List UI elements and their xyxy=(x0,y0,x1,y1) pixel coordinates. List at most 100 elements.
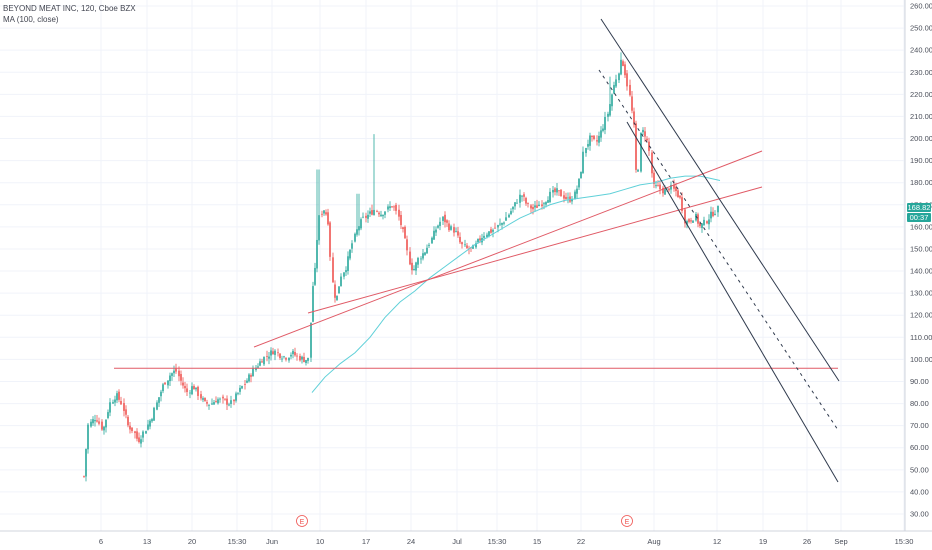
candle-body xyxy=(257,366,259,368)
candle-body xyxy=(389,206,391,209)
candle-body xyxy=(567,197,569,199)
candle-body xyxy=(523,194,525,197)
earnings-marker-circle[interactable] xyxy=(621,515,633,527)
candle-body xyxy=(230,400,232,404)
countdown-box xyxy=(907,213,931,222)
candle-body xyxy=(409,251,411,265)
time-tick-label: 15:30 xyxy=(228,537,247,546)
candle-body xyxy=(213,402,215,405)
candle-body xyxy=(457,231,459,236)
candle-body xyxy=(596,140,598,142)
candle-body xyxy=(105,419,107,428)
candle-body xyxy=(695,213,697,221)
candle-body xyxy=(525,197,527,204)
candle-body xyxy=(290,354,292,357)
candle-body xyxy=(552,189,554,193)
candle-body xyxy=(252,368,254,377)
candle-body xyxy=(600,130,602,138)
symbol-title[interactable]: BEYOND MEAT INC, 120, Cboe BZX xyxy=(3,4,136,13)
channel-median-line[interactable] xyxy=(598,69,839,431)
candle-body xyxy=(395,204,397,211)
candle-body xyxy=(189,392,191,394)
candle-body xyxy=(323,210,325,214)
candle-body xyxy=(479,238,481,241)
candle-body xyxy=(534,205,536,208)
candle-body xyxy=(321,213,323,215)
candle-body xyxy=(169,375,171,382)
candle-body xyxy=(646,138,648,141)
candle-body xyxy=(94,420,96,422)
price-tick-label: 90.00 xyxy=(910,377,929,386)
last-price-value: 168.82 xyxy=(908,203,931,212)
indicator-title[interactable]: MA (100, close) xyxy=(3,15,59,24)
moving-average-layer xyxy=(311,175,721,393)
candle-body xyxy=(677,190,679,198)
upper-rising-trendline[interactable] xyxy=(253,150,763,348)
candle-body xyxy=(145,431,147,434)
candle-body xyxy=(345,270,347,273)
candle-body xyxy=(464,244,466,246)
time-tick-label: 15:30 xyxy=(488,537,507,546)
candle-body xyxy=(263,356,265,365)
candle-body xyxy=(505,217,507,221)
candle-body xyxy=(246,380,248,383)
candle-body xyxy=(358,226,360,231)
candle-body xyxy=(519,194,521,203)
time-tick-label: 6 xyxy=(99,537,103,546)
candle-body xyxy=(455,231,457,233)
candle-body xyxy=(697,214,699,224)
candle-body xyxy=(615,79,617,87)
candle-body xyxy=(340,276,342,287)
candle-body xyxy=(138,437,140,443)
candle-body xyxy=(512,206,514,210)
candle-body xyxy=(420,258,422,260)
candle-body xyxy=(208,404,210,406)
candle-body xyxy=(664,189,666,195)
time-axis[interactable]: 6 13 20 15:30 Jun 10 17 24 Jul 15:30 15 22 Aug 12 19 26… xyxy=(0,530,932,546)
candle-body xyxy=(637,169,639,172)
candle-body xyxy=(406,239,408,251)
earnings-marker-label: E xyxy=(625,519,630,526)
time-tick-label: Jul xyxy=(452,537,462,546)
candle-body xyxy=(593,135,595,140)
price-tick-label: 160.00 xyxy=(910,222,932,231)
price-tick-label: 120.00 xyxy=(910,311,932,320)
candle-body xyxy=(307,357,309,361)
candle-body xyxy=(332,257,334,283)
candle-body xyxy=(688,219,690,222)
chart-legend: BEYOND MEAT INC, 120, Cboe BZX MA (100, … xyxy=(3,3,136,25)
candle-body xyxy=(587,144,589,147)
candle-body xyxy=(206,402,208,404)
candle-body xyxy=(373,209,375,215)
candle-body xyxy=(162,384,164,392)
candle-body xyxy=(151,419,153,422)
candle-body xyxy=(626,73,628,87)
channel-lower-line[interactable] xyxy=(626,121,839,483)
candle-body xyxy=(618,73,620,81)
candle-body xyxy=(101,421,103,430)
candle-body xyxy=(226,398,228,405)
candle-body xyxy=(202,398,204,400)
candle-body xyxy=(611,94,613,107)
price-axis[interactable]: 260.00 250.00 240.00 230.00 220.00 210.00 200.… xyxy=(904,0,932,531)
price-tick-label: 60.00 xyxy=(910,443,929,452)
candle-body xyxy=(120,401,122,405)
channel-upper-line[interactable] xyxy=(600,18,840,382)
earnings-marker-circle[interactable] xyxy=(296,515,308,527)
candle-body xyxy=(450,226,452,230)
trendline-layer[interactable] xyxy=(114,18,840,483)
candle-body xyxy=(211,403,213,405)
candle-body xyxy=(545,202,547,205)
candle-body xyxy=(578,178,580,188)
price-tick-label: 40.00 xyxy=(910,487,929,496)
candle-body xyxy=(657,184,659,186)
candle-body xyxy=(369,211,371,214)
candle-body xyxy=(219,398,221,400)
candle-body xyxy=(701,223,703,229)
candle-body xyxy=(690,220,692,222)
candle-body xyxy=(186,388,188,393)
candle-body xyxy=(299,355,301,361)
lower-rising-trendline[interactable] xyxy=(307,186,763,314)
